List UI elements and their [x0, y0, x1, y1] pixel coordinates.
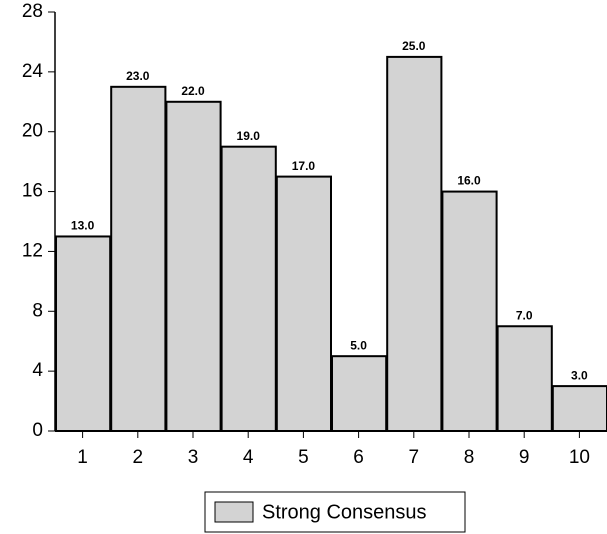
value-label: 17.0	[292, 159, 316, 173]
value-label: 13.0	[71, 219, 95, 233]
bar	[55, 235, 112, 432]
y-tick-label: 20	[22, 121, 43, 142]
bar	[165, 100, 222, 433]
value-label: 16.0	[457, 174, 481, 188]
legend-label: Strong Consensus	[262, 501, 427, 523]
bar	[551, 385, 607, 433]
y-tick-label: 24	[22, 61, 44, 82]
x-tick-label: 2	[133, 447, 144, 468]
x-tick-label: 9	[519, 447, 530, 468]
x-tick-label: 1	[77, 447, 88, 468]
value-label: 5.0	[350, 338, 367, 352]
y-tick-label: 28	[22, 1, 43, 22]
bar	[110, 85, 167, 432]
value-label: 19.0	[237, 129, 261, 143]
value-label: 7.0	[516, 308, 533, 322]
value-label: 23.0	[126, 69, 150, 83]
y-tick-label: 4	[32, 360, 43, 381]
x-tick-label: 4	[243, 447, 254, 468]
value-label: 22.0	[181, 84, 205, 98]
y-tick-label: 0	[32, 420, 43, 441]
bar	[441, 190, 498, 432]
y-tick-label: 8	[32, 300, 43, 321]
legend-swatch	[214, 501, 254, 523]
x-tick-label: 10	[569, 447, 590, 468]
value-label: 3.0	[571, 368, 588, 382]
y-tick-label: 12	[22, 240, 43, 261]
bar	[275, 175, 332, 432]
bar	[496, 325, 553, 432]
bar	[386, 55, 443, 433]
x-tick-label: 7	[409, 447, 420, 468]
x-tick-label: 6	[353, 447, 364, 468]
bar	[331, 355, 388, 432]
x-tick-label: 3	[188, 447, 199, 468]
x-tick-label: 8	[464, 447, 475, 468]
x-tick-label: 5	[298, 447, 309, 468]
y-tick-label: 16	[22, 181, 43, 202]
value-label: 25.0	[402, 39, 426, 53]
bar	[220, 145, 277, 433]
